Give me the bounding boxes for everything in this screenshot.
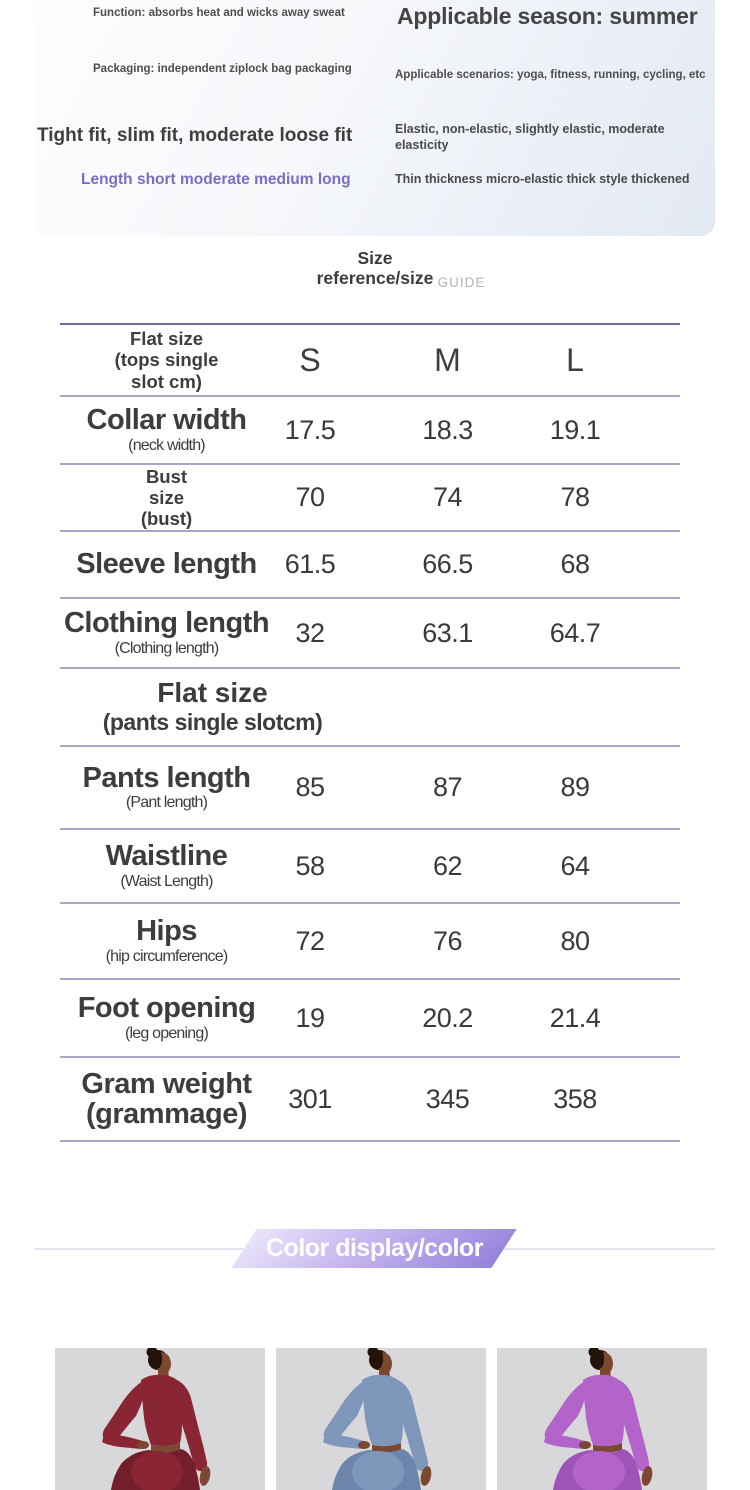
cell-value: 20.2 <box>422 1002 473 1033</box>
table-section-pants: Flat size (pants single slotcm) <box>60 669 680 747</box>
cell-value: 76 <box>432 925 463 956</box>
cell-value: 72 <box>295 925 325 956</box>
cell-value: 78 <box>560 482 590 512</box>
size-title-line2: reference/size <box>316 268 434 289</box>
row-label: size <box>149 486 184 508</box>
row-label: Waistline <box>105 840 228 873</box>
row-label: Collar width <box>86 404 247 437</box>
cell-value: 32 <box>295 617 325 648</box>
cell-value: 58 <box>295 850 325 881</box>
row-sublabel: (bust) <box>140 508 193 530</box>
table-row-clothing-length: Clothing length (Clothing length) 32 63.… <box>60 599 680 669</box>
attr-scenarios: Applicable scenarios: yoga, fitness, run… <box>395 69 706 81</box>
color-display-banner: Color display/color <box>231 1229 517 1268</box>
cell-value: 87 <box>432 772 463 802</box>
cell-value: 19.1 <box>549 414 601 445</box>
cell-value: 19 <box>295 1002 325 1033</box>
table-row-foot-opening: Foot opening (leg opening) 19 20.2 21.4 <box>60 980 680 1058</box>
col-size-m: M <box>434 341 461 378</box>
product-photo-colorway-3 <box>497 1348 707 1490</box>
model-figure <box>55 1348 265 1490</box>
row-label: Bust <box>145 465 188 487</box>
model-figure <box>276 1348 486 1490</box>
cell-value: 70 <box>295 482 325 512</box>
cell-value: 64.7 <box>549 617 601 648</box>
section-title: Flat size <box>157 676 268 708</box>
row-label: Clothing length <box>63 607 270 640</box>
size-title-watermark: GUIDE <box>437 274 486 290</box>
cell-value: 89 <box>560 772 590 802</box>
cell-value: 74 <box>432 482 463 512</box>
table-row-pants-length: Pants length (Pant length) 85 87 89 <box>60 747 680 830</box>
section-subtitle: (pants single slotcm) <box>102 708 323 735</box>
model-figure <box>497 1348 707 1490</box>
row-label: Gram weight <box>81 1067 252 1100</box>
header-label: Flat size (tops single slot cm) <box>114 328 219 392</box>
cell-value: 18.3 <box>422 414 473 445</box>
cell-value: 68 <box>560 549 590 579</box>
attr-season: Applicable season: summer <box>397 3 698 29</box>
cell-value: 345 <box>425 1083 470 1114</box>
table-row-waistline: Waistline (Waist Length) 58 62 64 <box>60 830 680 904</box>
table-row-collar-width: Collar width (neck width) 17.5 18.3 19.1 <box>60 397 680 465</box>
size-title-line1: Size <box>357 248 393 268</box>
cell-value: 62 <box>432 850 463 881</box>
row-sublabel: (neck width) <box>128 436 205 454</box>
cell-value: 66.5 <box>422 549 473 579</box>
table-row-gram-weight: Gram weight (grammage) 301 345 358 <box>60 1058 680 1142</box>
attr-elasticity: Elastic, non-elastic, slightly elastic, … <box>395 122 665 152</box>
row-sublabel: (Clothing length) <box>114 639 220 657</box>
row-label: Hips <box>136 915 197 948</box>
cell-value: 301 <box>288 1083 332 1114</box>
cell-value: 63.1 <box>422 617 473 648</box>
size-table: Flat size (tops single slot cm) S M L Co… <box>60 323 680 1142</box>
table-header-row: Flat size (tops single slot cm) S M L <box>60 325 680 397</box>
col-size-s: S <box>299 341 321 378</box>
cell-value: 85 <box>295 772 325 802</box>
colorway-photos <box>55 1348 707 1490</box>
product-attributes-panel: Function: absorbs heat and wicks away sw… <box>35 0 715 236</box>
attr-packaging: Packaging: independent ziplock bag packa… <box>93 63 352 75</box>
cell-value: 64 <box>560 850 590 881</box>
row-label: (grammage) <box>86 1098 248 1130</box>
attr-length: Length short moderate medium long <box>81 171 351 188</box>
cell-value: 80 <box>560 925 590 956</box>
attr-thickness: Thin thickness micro-elastic thick style… <box>395 172 690 186</box>
color-display-banner-label: Color display/color <box>265 1234 483 1262</box>
attr-function: Function: absorbs heat and wicks away sw… <box>93 7 345 19</box>
cell-value: 358 <box>553 1083 597 1114</box>
cell-value: 17.5 <box>284 414 336 445</box>
row-sublabel: (hip circumference) <box>105 947 229 965</box>
row-sublabel: (Waist Length) <box>120 872 213 890</box>
size-table-title: Size reference/size GUIDE <box>0 248 750 290</box>
row-label: Pants length <box>82 761 252 794</box>
attr-fit: Tight fit, slim fit, moderate loose fit <box>37 125 353 146</box>
table-row-bust-size: Bust size (bust) 70 74 78 <box>60 465 680 532</box>
table-row-hips: Hips (hip circumference) 72 76 80 <box>60 904 680 980</box>
table-row-sleeve-length: Sleeve length 61.5 66.5 68 <box>60 532 680 599</box>
row-label: Foot opening <box>77 992 256 1025</box>
row-sublabel: (Pant length) <box>125 794 208 812</box>
product-photo-colorway-2 <box>276 1348 486 1490</box>
col-size-l: L <box>566 341 584 378</box>
product-photo-colorway-1 <box>55 1348 265 1490</box>
row-label: Sleeve length <box>76 548 257 581</box>
cell-value: 61.5 <box>284 549 336 579</box>
cell-value: 21.4 <box>549 1002 601 1033</box>
row-sublabel: (leg opening) <box>125 1024 209 1042</box>
